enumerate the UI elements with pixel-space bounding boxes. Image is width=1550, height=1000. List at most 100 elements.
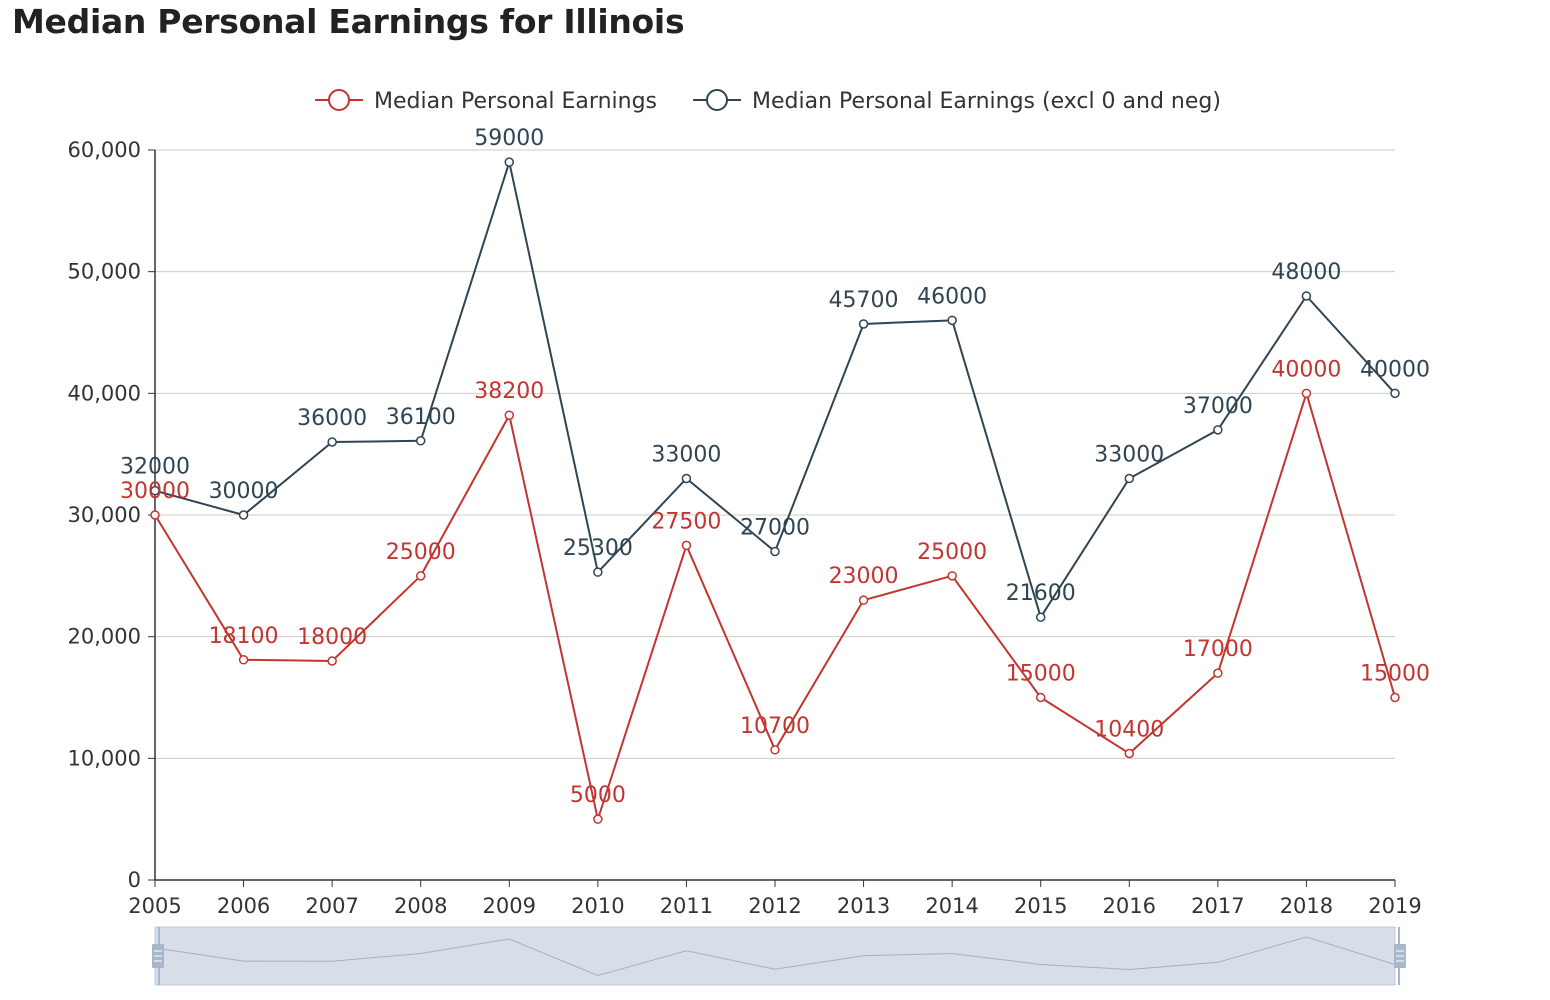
data-point[interactable] [1035, 692, 1046, 703]
data-point[interactable] [1124, 748, 1135, 759]
data-label: 48000 [1271, 260, 1341, 285]
x-tick-label: 2005 [128, 894, 181, 918]
x-tick-label: 2009 [483, 894, 536, 918]
zoom-handle-left[interactable] [152, 927, 164, 985]
data-point[interactable] [947, 571, 957, 581]
zoom-handle-right[interactable] [1394, 927, 1406, 985]
data-point[interactable] [858, 319, 869, 329]
data-labels: 30000 18100 18000 25000 38200 5000 27500 10700 2… [120, 126, 1430, 808]
zoom-preview-line [154, 936, 1396, 977]
data-label: 30000 [120, 479, 190, 504]
data-label: 17000 [1183, 637, 1253, 662]
data-label: 27500 [651, 509, 721, 534]
data-point[interactable] [504, 157, 515, 167]
data-point[interactable] [1213, 425, 1223, 435]
data-label: 46000 [917, 284, 987, 309]
y-tick-label: 10,000 [68, 746, 141, 770]
data-point[interactable] [1213, 668, 1223, 678]
x-tick-label: 2015 [1014, 894, 1067, 918]
data-label: 36100 [386, 405, 456, 430]
x-tick-label: 2011 [660, 894, 713, 918]
x-tick-label: 2006 [217, 894, 270, 918]
data-label: 38200 [474, 379, 544, 404]
series-line [154, 392, 1396, 821]
data-label: 30000 [209, 479, 279, 504]
legend-circle-icon [706, 89, 728, 111]
x-tick-label: 2010 [571, 894, 624, 918]
x-tick-label: 2012 [748, 894, 801, 918]
y-tick-label: 20,000 [68, 625, 141, 649]
data-point[interactable] [327, 437, 337, 447]
legend-label: Median Personal Earnings [374, 89, 657, 114]
data-label: 25300 [563, 536, 633, 561]
y-tick-label: 30,000 [68, 503, 141, 527]
data-point[interactable] [1301, 388, 1312, 399]
data-point[interactable] [415, 571, 426, 581]
data-label: 45700 [829, 288, 899, 313]
data-label: 10700 [740, 714, 810, 739]
data-label: 5000 [570, 783, 626, 808]
x-tick-label: 2014 [925, 894, 978, 918]
data-point[interactable] [1301, 291, 1312, 301]
legend-item[interactable]: Median Personal Earnings (excl 0 and neg… [693, 89, 1221, 114]
data-point[interactable] [593, 567, 603, 577]
legend-item[interactable]: Median Personal Earnings [315, 89, 657, 114]
data-point[interactable] [415, 436, 426, 446]
data-point[interactable] [1035, 612, 1046, 622]
data-label: 33000 [651, 443, 721, 468]
x-tick-label: 2019 [1368, 894, 1421, 918]
data-point[interactable] [1390, 692, 1400, 703]
x-tick-label: 2018 [1280, 894, 1333, 918]
data-point[interactable] [504, 410, 515, 420]
data-zoom-slider [152, 926, 1406, 986]
chart-title: Median Personal Earnings for Illinois [12, 2, 685, 41]
data-label: 37000 [1183, 394, 1253, 419]
y-tick-label: 0 [128, 868, 141, 892]
data-point[interactable] [150, 510, 160, 520]
y-tick-label: 40,000 [68, 381, 141, 405]
data-label: 15000 [1360, 662, 1430, 687]
data-label: 25000 [386, 540, 456, 565]
data-label: 15000 [1006, 662, 1076, 687]
data-point[interactable] [770, 745, 780, 755]
zoom-range-area [154, 926, 1396, 986]
x-tick-label: 2008 [394, 894, 447, 918]
data-point[interactable] [947, 315, 957, 326]
data-point[interactable] [1124, 473, 1135, 484]
data-point[interactable] [238, 510, 249, 520]
data-label: 59000 [474, 126, 544, 151]
legend: Median Personal Earnings Median Personal … [315, 89, 1221, 114]
data-label: 18100 [209, 624, 279, 649]
data-label: 36000 [297, 406, 367, 431]
x-tick-label: 2016 [1103, 894, 1156, 918]
data-point[interactable] [1390, 388, 1400, 399]
data-label: 33000 [1094, 443, 1164, 468]
data-label: 23000 [829, 564, 899, 589]
data-point[interactable] [681, 540, 692, 551]
data-label: 40000 [1271, 357, 1341, 382]
data-label: 10400 [1094, 717, 1164, 742]
data-point[interactable] [238, 655, 249, 665]
legend-circle-icon [328, 89, 350, 111]
y-tick-label: 50,000 [68, 260, 141, 284]
data-point[interactable] [681, 473, 692, 484]
data-point[interactable] [593, 814, 603, 824]
data-label: 18000 [297, 625, 367, 650]
data-label: 40000 [1360, 357, 1430, 382]
x-tick-label: 2013 [837, 894, 890, 918]
x-tick-label: 2017 [1191, 894, 1244, 918]
data-label: 32000 [120, 455, 190, 480]
x-tick-label: 2007 [305, 894, 358, 918]
data-point[interactable] [327, 656, 337, 666]
data-label: 21600 [1006, 581, 1076, 606]
data-label: 27000 [740, 516, 810, 541]
y-tick-label: 60,000 [68, 138, 141, 162]
series-lines [150, 157, 1400, 824]
data-point[interactable] [150, 485, 160, 496]
grid-lines [155, 149, 1395, 759]
axes: 0 10,000 20,000 30,000 40,000 50,000 60,000 200… [68, 138, 1422, 918]
data-point[interactable] [770, 546, 780, 557]
legend-label: Median Personal Earnings (excl 0 and neg… [752, 89, 1221, 114]
data-point[interactable] [858, 595, 869, 605]
